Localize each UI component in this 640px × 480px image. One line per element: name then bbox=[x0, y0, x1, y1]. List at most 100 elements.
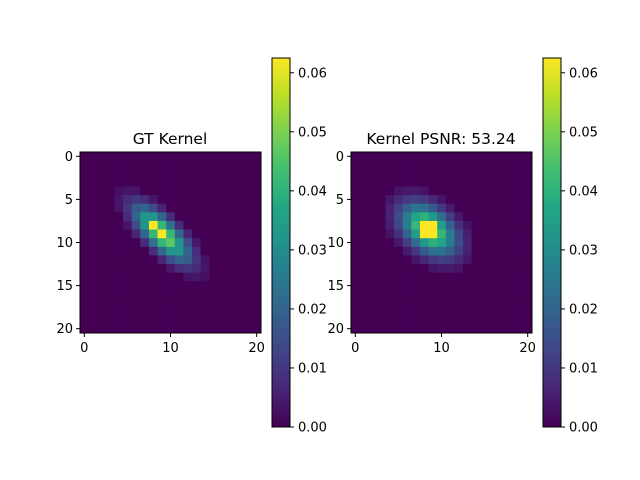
heatmap-cell bbox=[488, 246, 498, 256]
heatmap-cell bbox=[376, 315, 386, 325]
heatmap-cell bbox=[217, 246, 227, 256]
heatmap-cell bbox=[411, 298, 421, 308]
heatmap-cell bbox=[148, 229, 158, 239]
heatmap-cell bbox=[445, 229, 455, 239]
heatmap-cell bbox=[243, 289, 253, 299]
heatmap-cell bbox=[226, 281, 236, 291]
heatmap-cell bbox=[235, 264, 245, 274]
heatmap-cell bbox=[157, 272, 167, 282]
heatmap-cell bbox=[123, 246, 133, 256]
heatmap-cell bbox=[235, 152, 245, 162]
heatmap-cell bbox=[217, 177, 227, 187]
heatmap-cell bbox=[471, 272, 481, 282]
heatmap-cell bbox=[445, 238, 455, 248]
heatmap-cell bbox=[114, 229, 124, 239]
heatmap-cell bbox=[506, 255, 516, 265]
heatmap-cell bbox=[209, 229, 219, 239]
heatmap-cell bbox=[419, 289, 429, 299]
heatmap-cell bbox=[226, 272, 236, 282]
heatmap-cell bbox=[376, 281, 386, 291]
heatmap-cell bbox=[131, 238, 141, 248]
heatmap-cell bbox=[217, 169, 227, 179]
heatmap-cell bbox=[166, 264, 176, 274]
heatmap-cell bbox=[183, 289, 193, 299]
heatmap-cell bbox=[359, 169, 369, 179]
heatmap-cell bbox=[183, 186, 193, 196]
heatmap-cell bbox=[235, 324, 245, 334]
heatmap-cell bbox=[359, 281, 369, 291]
heatmap-cell bbox=[497, 203, 507, 213]
heatmap-cell bbox=[166, 289, 176, 299]
heatmap-cell bbox=[402, 281, 412, 291]
heatmap-cell bbox=[131, 315, 141, 325]
heatmap-cell bbox=[488, 281, 498, 291]
heatmap-cell bbox=[497, 246, 507, 256]
heatmap-cell bbox=[252, 212, 262, 222]
heatmap-cell bbox=[88, 152, 98, 162]
heatmap-cell bbox=[183, 220, 193, 230]
heatmap-cell bbox=[376, 289, 386, 299]
heatmap-cell bbox=[506, 298, 516, 308]
heatmap-cell bbox=[463, 152, 473, 162]
heatmap-cell bbox=[157, 195, 167, 205]
heatmap-cell bbox=[411, 281, 421, 291]
heatmap-cell bbox=[523, 203, 533, 213]
heatmap-cell bbox=[514, 255, 524, 265]
heatmap-cell bbox=[428, 315, 438, 325]
colorbar-tick-label: 0.01 bbox=[569, 361, 598, 376]
heatmap-cell bbox=[523, 169, 533, 179]
heatmap-cell bbox=[97, 203, 107, 213]
heatmap-cell bbox=[351, 272, 361, 282]
heatmap-cell bbox=[471, 324, 481, 334]
heatmap-cell bbox=[454, 298, 464, 308]
heatmap-cell bbox=[192, 186, 202, 196]
heatmap-cell bbox=[523, 298, 533, 308]
heatmap-cell bbox=[97, 195, 107, 205]
heatmap-cell bbox=[437, 307, 447, 317]
heatmap-cell bbox=[105, 186, 115, 196]
heatmap-cell bbox=[88, 281, 98, 291]
heatmap-cell bbox=[419, 272, 429, 282]
heatmap-cell bbox=[183, 246, 193, 256]
heatmap-cell bbox=[437, 298, 447, 308]
heatmap-cell bbox=[131, 298, 141, 308]
heatmap-cell bbox=[471, 203, 481, 213]
heatmap-cell bbox=[497, 315, 507, 325]
heatmap-cell bbox=[114, 169, 124, 179]
heatmap-cell bbox=[514, 298, 524, 308]
heatmap-cell bbox=[97, 255, 107, 265]
heatmap-cell bbox=[131, 186, 141, 196]
heatmap-cell bbox=[454, 246, 464, 256]
heatmap-cell bbox=[200, 212, 210, 222]
heatmap-cell bbox=[166, 229, 176, 239]
heatmap-cell bbox=[166, 281, 176, 291]
heatmap-cell bbox=[514, 238, 524, 248]
heatmap-cell bbox=[217, 212, 227, 222]
heatmap-cell bbox=[131, 255, 141, 265]
heatmap-cell bbox=[514, 160, 524, 170]
heatmap-cell bbox=[514, 186, 524, 196]
heatmap-cell bbox=[97, 186, 107, 196]
heatmap-cell bbox=[235, 315, 245, 325]
heatmap-cell bbox=[123, 238, 133, 248]
heatmap-cell bbox=[88, 186, 98, 196]
heatmap-cell bbox=[105, 203, 115, 213]
heatmap-cell bbox=[419, 220, 429, 230]
heatmap-cell bbox=[80, 212, 90, 222]
heatmap-cell bbox=[209, 212, 219, 222]
heatmap-cell bbox=[105, 238, 115, 248]
heatmap-cell bbox=[166, 186, 176, 196]
heatmap-cell bbox=[445, 324, 455, 334]
heatmap-cell bbox=[80, 203, 90, 213]
heatmap-cell bbox=[200, 324, 210, 334]
heatmap-cell bbox=[235, 289, 245, 299]
heatmap-cell bbox=[506, 264, 516, 274]
heatmap-cell bbox=[454, 307, 464, 317]
heatmap-cell bbox=[471, 281, 481, 291]
y-tick-label: 5 bbox=[336, 193, 344, 208]
heatmap-cell bbox=[148, 160, 158, 170]
heatmap-cell bbox=[200, 169, 210, 179]
heatmap-cell bbox=[523, 289, 533, 299]
heatmap-cell bbox=[174, 152, 184, 162]
heatmap-cell bbox=[394, 264, 404, 274]
